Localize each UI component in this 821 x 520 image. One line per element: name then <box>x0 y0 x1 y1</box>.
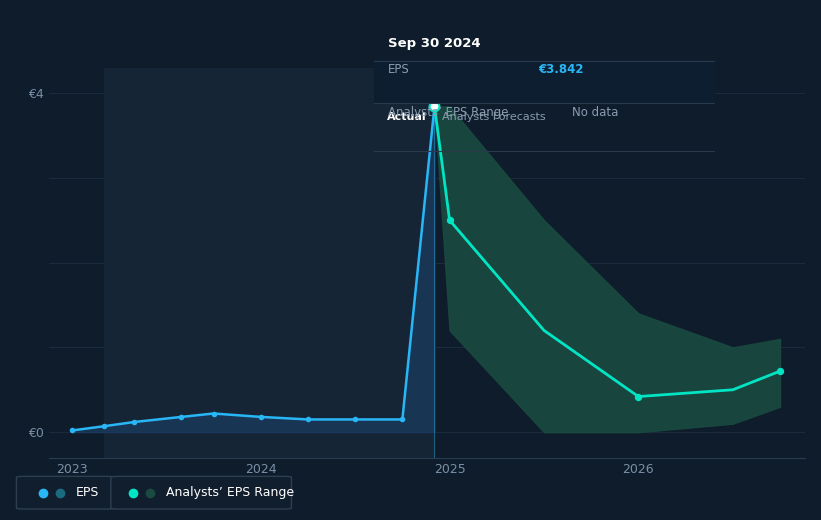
Point <box>349 415 362 424</box>
FancyBboxPatch shape <box>374 59 715 103</box>
Bar <box>104 68 434 458</box>
Text: Actual: Actual <box>388 112 427 122</box>
Point <box>396 415 409 424</box>
Text: Analysts Forecasts: Analysts Forecasts <box>442 112 546 122</box>
FancyBboxPatch shape <box>16 476 115 509</box>
Point <box>632 393 645 401</box>
FancyBboxPatch shape <box>111 476 291 509</box>
Text: No data: No data <box>572 106 618 119</box>
Point <box>66 426 79 435</box>
Text: Analysts’ EPS Range: Analysts’ EPS Range <box>388 106 508 119</box>
Point <box>428 102 441 111</box>
Point <box>255 413 268 421</box>
Text: €3.842: €3.842 <box>538 63 584 76</box>
Text: EPS: EPS <box>388 63 410 76</box>
Point <box>98 422 111 431</box>
Point <box>175 413 188 421</box>
Text: Sep 30 2024: Sep 30 2024 <box>388 36 480 50</box>
Point <box>301 415 314 424</box>
Point <box>127 418 140 426</box>
Text: Analysts’ EPS Range: Analysts’ EPS Range <box>166 486 295 499</box>
Point <box>773 367 787 375</box>
Point <box>207 409 220 418</box>
Point <box>443 216 456 224</box>
Text: EPS: EPS <box>76 486 99 499</box>
